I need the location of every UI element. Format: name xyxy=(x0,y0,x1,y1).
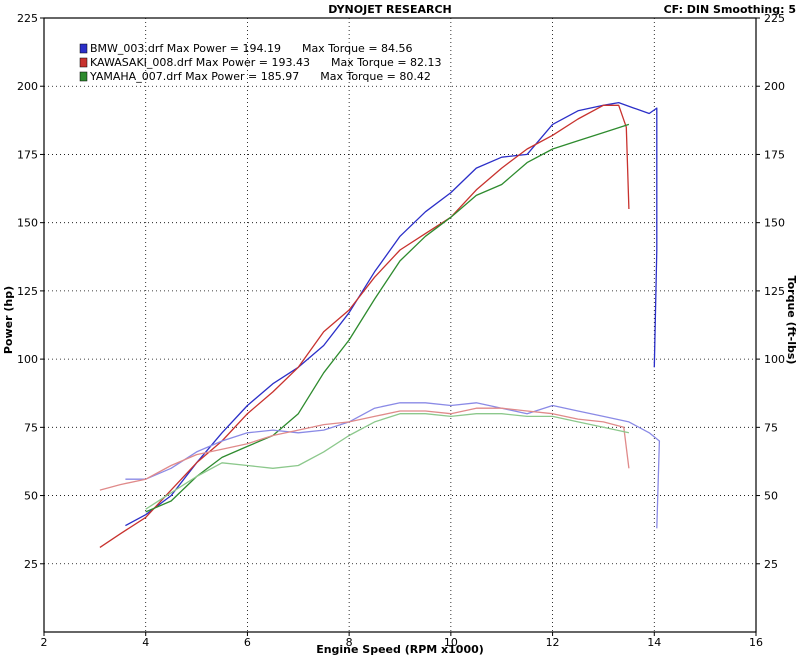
y-tick-label-left: 150 xyxy=(17,217,38,230)
chart-title: DYNOJET RESEARCH xyxy=(328,3,451,16)
y-tick-label-left: 75 xyxy=(24,421,38,434)
y-tick-label-left: 175 xyxy=(17,148,38,161)
x-tick-label: 6 xyxy=(244,636,251,649)
y-tick-label-right: 225 xyxy=(764,12,785,25)
x-axis-label: Engine Speed (RPM x1000) xyxy=(316,643,484,656)
y-tick-label-left: 125 xyxy=(17,285,38,298)
series-lines xyxy=(99,101,661,548)
y-axis-label-left: Power (hp) xyxy=(2,286,15,354)
y-tick-label-right: 175 xyxy=(764,148,785,161)
legend-entry-kawasaki: KAWASAKI_008.drf Max Power = 193.43 Max … xyxy=(90,56,442,69)
legend-entry-yamaha: YAMAHA_007.drf Max Power = 185.97 Max To… xyxy=(89,70,431,83)
y-tick-label-left: 100 xyxy=(17,353,38,366)
y-tick-label-left: 200 xyxy=(17,80,38,93)
y-tick-label-right: 100 xyxy=(764,353,785,366)
x-tick-label: 12 xyxy=(546,636,560,649)
y-tick-label-left: 25 xyxy=(24,558,38,571)
x-tick-label: 14 xyxy=(647,636,661,649)
series-yamaha-power-line xyxy=(145,123,630,513)
y-tick-label-left: 50 xyxy=(24,490,38,503)
y-tick-label-right: 75 xyxy=(764,421,778,434)
y-tick-label-right: 125 xyxy=(764,285,785,298)
x-tick-label: 2 xyxy=(41,636,48,649)
legend-entry-bmw: BMW_003.drf Max Power = 194.19 Max Torqu… xyxy=(90,42,413,55)
y-tick-label-right: 150 xyxy=(764,217,785,230)
legend: BMW_003.drf Max Power = 194.19 Max Torqu… xyxy=(79,42,442,83)
axis-ticks: 2 4 6 8 10 12 14 16 25 25 50 50 75 75 100 100 125 125 150 1… xyxy=(17,12,785,649)
y-tick-label-right: 25 xyxy=(764,558,778,571)
series-kawasaki-power-line xyxy=(99,104,630,548)
series-bmw-power-line xyxy=(125,101,658,527)
x-tick-label: 16 xyxy=(749,636,763,649)
legend-swatch-yamaha xyxy=(79,71,88,82)
settings-label: CF: DIN Smoothing: 5 xyxy=(664,3,796,16)
y-tick-label-left: 225 xyxy=(17,12,38,25)
y-tick-label-right: 50 xyxy=(764,490,778,503)
plot-frame xyxy=(43,17,757,633)
x-tick-label: 4 xyxy=(142,636,149,649)
legend-swatch-bmw xyxy=(79,43,88,54)
series-kawasaki-torque-line xyxy=(99,407,630,491)
legend-swatch-kawasaki xyxy=(79,57,88,68)
y-axis-label-right: Torque (ft-lbs) xyxy=(785,276,798,365)
grid-lines xyxy=(44,18,756,632)
series-bmw-torque-line xyxy=(125,402,661,529)
x-tick-label: 8 xyxy=(346,636,353,649)
y-tick-label-right: 200 xyxy=(764,80,785,93)
series-yamaha-torque-line xyxy=(145,413,630,510)
x-tick-label: 10 xyxy=(444,636,458,649)
